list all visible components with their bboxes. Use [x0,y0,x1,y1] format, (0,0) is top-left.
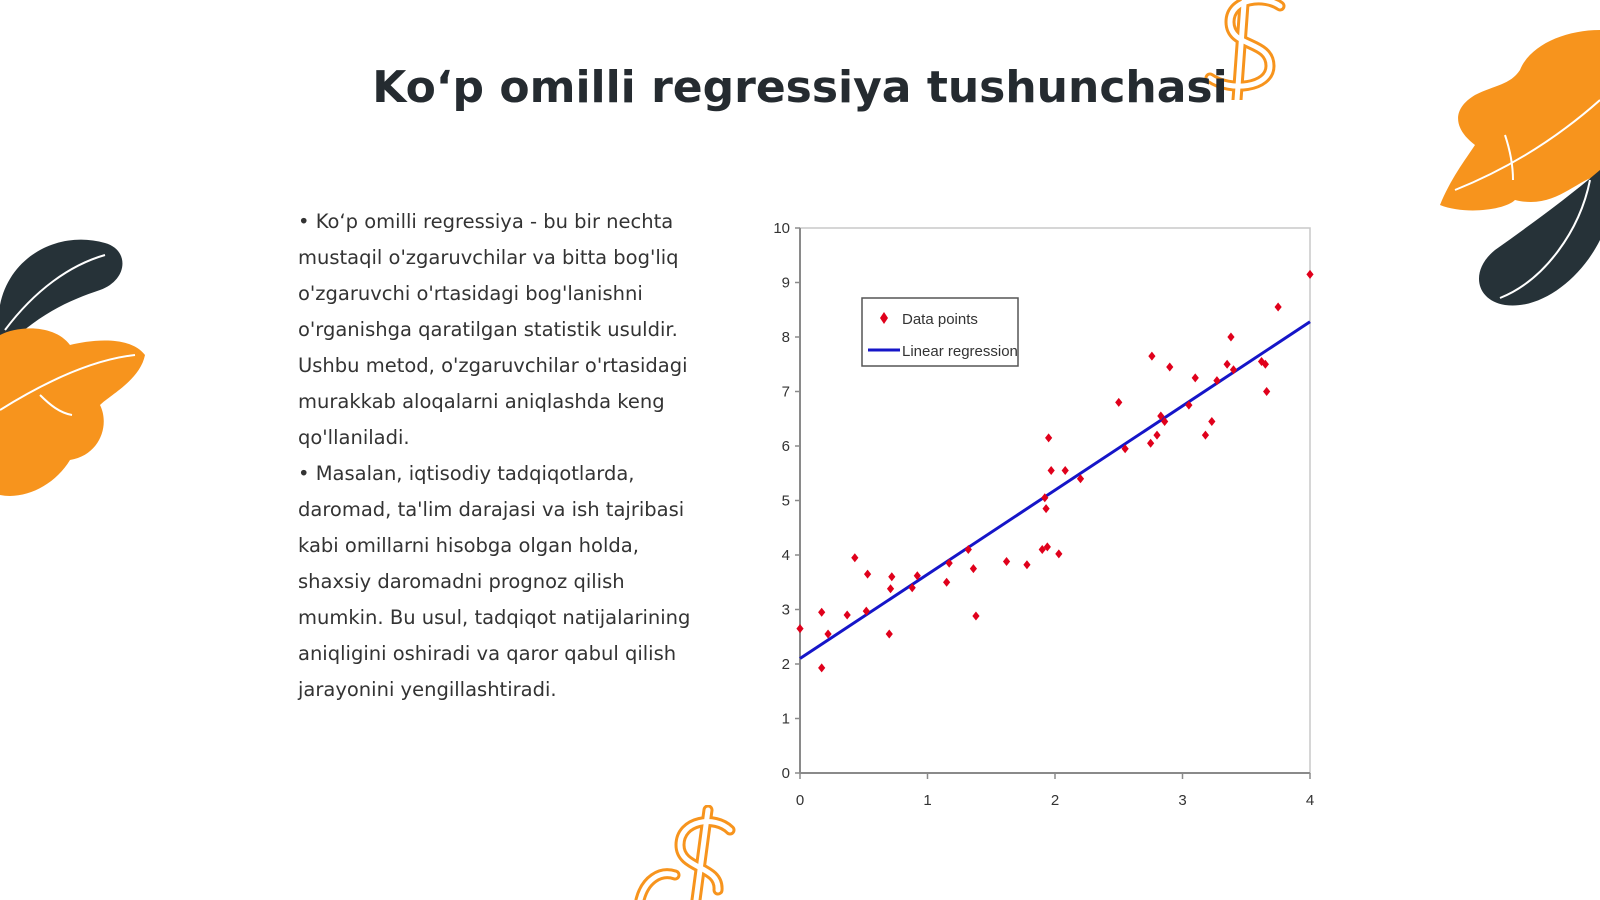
data-point [796,624,804,634]
data-point [885,629,893,639]
legend-box [861,297,1019,367]
dollar-sign-icon [1204,0,1286,100]
x-tick-label: 3 [1178,792,1186,809]
data-point [1148,351,1156,361]
legend-label-points: Data points [902,311,978,328]
data-point [1042,504,1050,514]
data-point [862,606,870,616]
bullet-paragraph: • Ko‘p omilli regressiya - bu bir nechta… [298,210,688,449]
data-point [863,569,872,579]
data-point [888,572,896,582]
data-point [1227,332,1235,342]
dollar-sign-icon [634,805,736,900]
data-point [964,545,972,555]
legend-label-line: Linear regression [902,343,1018,360]
regression-line [799,320,1311,660]
data-point [1257,357,1266,367]
legend-marker-points [880,312,888,324]
data-point [1161,416,1169,426]
data-point [1023,560,1031,570]
y-tick-label: 10 [773,220,790,237]
x-tick-label: 2 [1051,792,1059,809]
data-point [818,663,826,673]
y-tick-label: 7 [782,384,790,401]
leaf-icon [0,328,145,496]
data-point [1047,466,1055,476]
data-point [1157,411,1165,421]
data-point [843,610,851,620]
data-point [1213,376,1221,386]
data-point [1055,549,1063,559]
data-point [886,584,895,594]
data-point [1043,542,1051,552]
data-point [943,577,951,587]
slide-body: • Ko‘p omilli regressiya - bu bir nechta… [298,204,698,708]
y-tick-label: 1 [782,711,790,728]
y-tick-label: 4 [782,547,790,564]
x-tick-label: 0 [796,792,804,809]
leaf-icon [1440,30,1600,211]
leaf-icon [1478,170,1600,306]
data-point [1263,387,1271,396]
x-tick-label: 1 [923,792,931,809]
data-point [1041,493,1049,503]
slide-title: Ko‘p omilli regressiya tushunchasi [372,62,1228,113]
bullet-paragraph: • Masalan, iqtisodiy tadqiqotlarda, daro… [298,462,691,701]
x-tick-label: 4 [1306,792,1314,809]
data-point [1201,430,1210,440]
y-tick-label: 9 [782,275,790,292]
leaf-icon [0,239,123,353]
y-tick-label: 3 [782,602,790,619]
data-point [945,558,953,568]
y-tick-label: 5 [782,493,790,510]
data-point [908,583,916,593]
scatter-chart: 0 1 2 3 4 5 6 7 8 9 10 0 1 2 3 4 Data points Linear regr… [773,220,1314,809]
data-point [1061,466,1069,476]
y-tick-label: 6 [782,438,790,455]
y-tick-label: 8 [782,329,790,346]
y-tick-label: 0 [782,765,790,782]
data-point [1208,416,1216,426]
y-tick-label: 2 [782,656,790,673]
